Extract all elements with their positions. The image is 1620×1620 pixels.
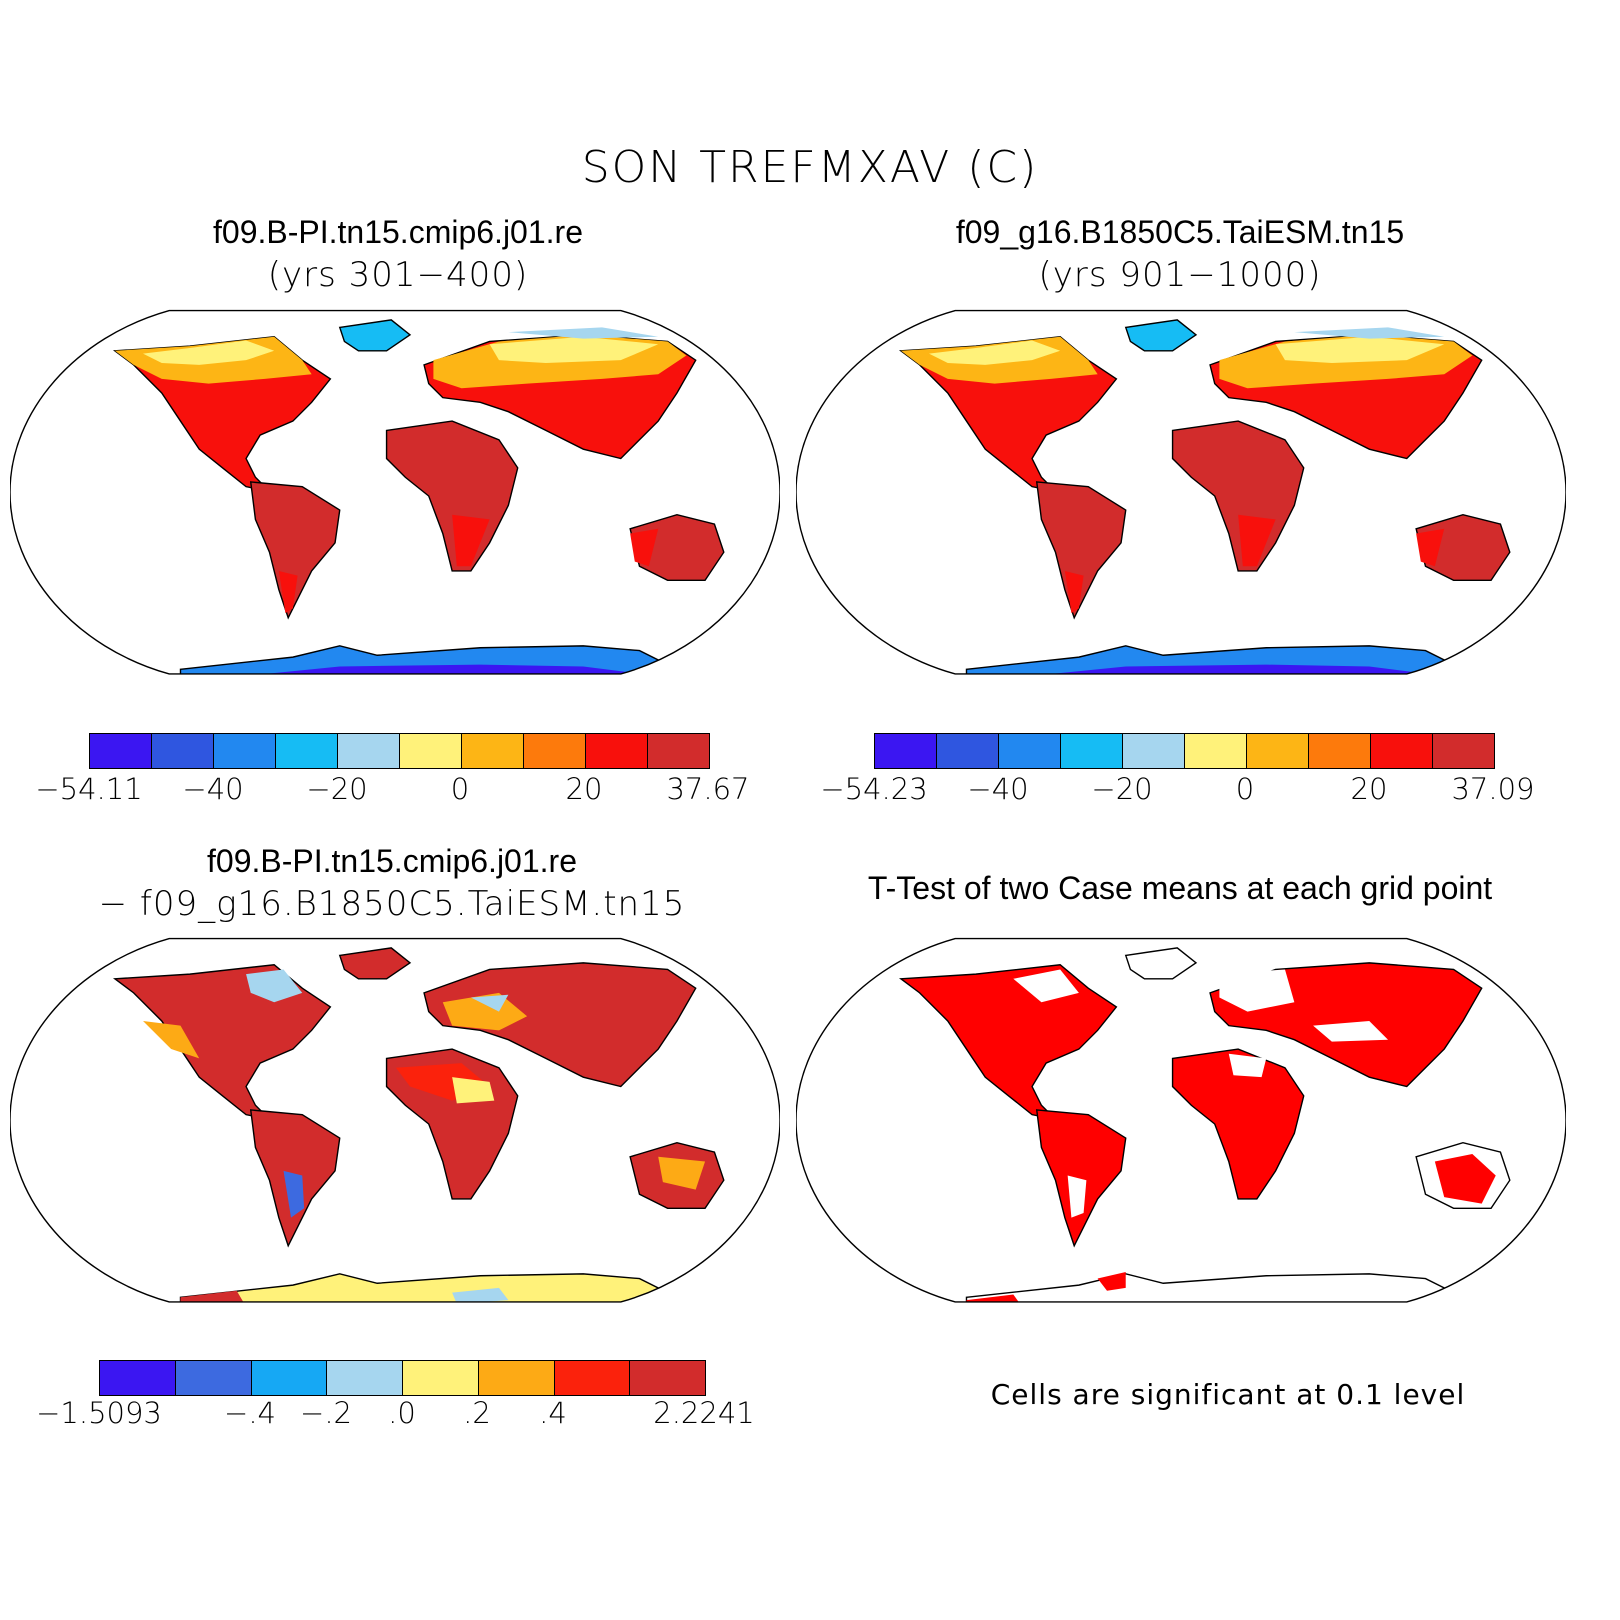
- colorbar-swatch: [1309, 734, 1371, 768]
- panel2-years: (yrs 901−1000): [1038, 255, 1322, 295]
- colorbar-tick-label: −20: [306, 772, 368, 806]
- colorbar-tick-label: −.2: [300, 1396, 352, 1430]
- colorbar-swatch: [100, 1361, 176, 1395]
- colorbar-swatch: [875, 734, 937, 768]
- colorbar-tick-label: 20: [565, 772, 603, 806]
- colorbar-swatch: [630, 1361, 705, 1395]
- colorbar-swatch: [251, 1361, 328, 1395]
- colorbar-swatch: [338, 734, 400, 768]
- panel2-case-title: f09_g16.B1850C5.TaiESM.tn15: [955, 214, 1405, 250]
- panel3-case-title: f09.B-PI.tn15.cmip6.j01.re: [207, 843, 577, 879]
- colorbar-tick-label: −40: [967, 772, 1029, 806]
- colorbar-tick-label: −1.5093: [36, 1396, 162, 1430]
- colorbar-panel-3: [99, 1360, 706, 1396]
- colorbar-tick-label: .0: [388, 1396, 416, 1430]
- colorbar-tick-label: .2: [463, 1396, 491, 1430]
- greenland: [338, 319, 412, 352]
- panel1-case-title: f09.B-PI.tn15.cmip6.j01.re: [213, 214, 583, 250]
- colorbar-tick-label: −54.11: [35, 772, 143, 806]
- colorbar-swatch: [1371, 734, 1433, 768]
- colorbar-swatch: [999, 734, 1061, 768]
- panel3-subtitle: − f09_g16.B1850C5.TaiESM.tn15: [98, 884, 686, 924]
- colorbar-swatch: [152, 734, 214, 768]
- colorbar-tick-label: 2.2241: [653, 1396, 755, 1430]
- colorbar-swatch: [648, 734, 709, 768]
- colorbar-swatch: [214, 734, 276, 768]
- colorbar-tick-label: .4: [539, 1396, 567, 1430]
- colorbar-swatch: [554, 1361, 631, 1395]
- colorbar-swatch: [175, 1361, 252, 1395]
- colorbar-panel-1: [89, 733, 710, 769]
- panel1-years: (yrs 301−400): [267, 255, 529, 295]
- colorbar-tick-label: 37.67: [666, 772, 750, 806]
- colorbar-tick-label: 20: [1350, 772, 1388, 806]
- map-panel-2: [796, 309, 1566, 675]
- colorbar-swatch: [403, 1361, 479, 1395]
- colorbar-tick-label: 37.09: [1451, 772, 1535, 806]
- colorbar-tick-label: −40: [182, 772, 244, 806]
- figure-title: SON TREFMXAV (C): [581, 142, 1039, 193]
- colorbar-swatch: [1185, 734, 1247, 768]
- colorbar-swatch: [276, 734, 338, 768]
- colorbar-swatch: [1123, 734, 1185, 768]
- map-panel-3: [10, 937, 780, 1303]
- colorbar-panel-2: [874, 733, 1495, 769]
- colorbar-swatch: [90, 734, 152, 768]
- colorbar-tick-label: −.4: [224, 1396, 276, 1430]
- south-america: [249, 481, 341, 620]
- antarctica: [179, 645, 678, 674]
- colorbar-tick-label: −54.23: [820, 772, 928, 806]
- colorbar-swatch: [327, 1361, 403, 1395]
- colorbar-swatch: [524, 734, 586, 768]
- significance-note: Cells are significant at 0.1 level: [990, 1378, 1466, 1411]
- colorbar-tick-label: 0: [450, 772, 470, 806]
- colorbar-swatch: [1247, 734, 1309, 768]
- panel4-title: T-Test of two Case means at each grid po…: [867, 870, 1493, 906]
- colorbar-tick-label: 0: [1235, 772, 1255, 806]
- colorbar-swatch: [478, 1361, 555, 1395]
- colorbar-swatch: [1433, 734, 1494, 768]
- colorbar-swatch: [937, 734, 999, 768]
- colorbar-tick-label: −20: [1091, 772, 1153, 806]
- colorbar-swatch: [400, 734, 462, 768]
- map-panel-1: [10, 309, 780, 675]
- map-panel-4: [796, 937, 1566, 1303]
- colorbar-swatch: [1061, 734, 1123, 768]
- colorbar-swatch: [462, 734, 524, 768]
- colorbar-swatch: [586, 734, 648, 768]
- africa: [385, 420, 519, 572]
